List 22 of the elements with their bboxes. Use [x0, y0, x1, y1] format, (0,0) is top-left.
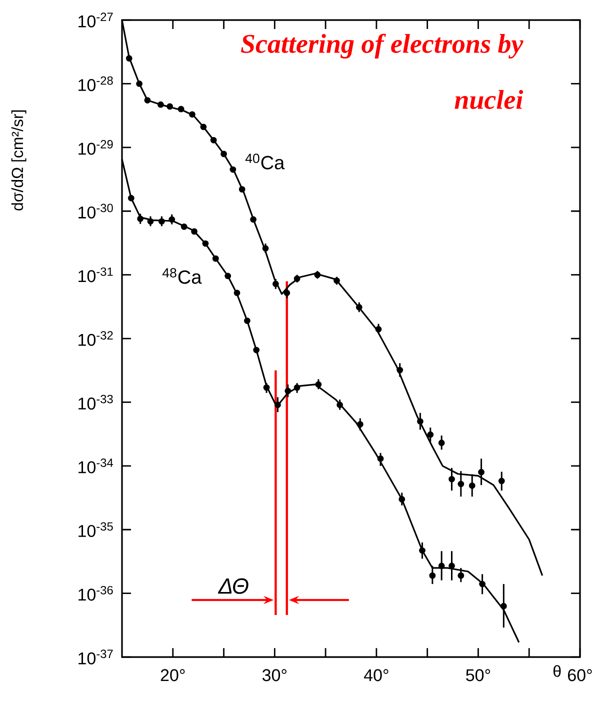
series-label: $^{40}$Ca — [245, 154, 285, 170]
y-tick-label: 10$^{-35}$ — [78, 522, 113, 538]
y-tick-label: 10$^{-30}$ — [78, 204, 113, 219]
y-tick-label: 10$^{-36}$ — [78, 586, 113, 601]
x-tick-label: 60° — [568, 669, 592, 682]
y-tick-label: 10$^{-28}$ — [78, 76, 113, 92]
y-axis-title: dσ/dΩ [cm²/sr] — [11, 110, 26, 210]
x-axis-title: θ — [553, 665, 561, 677]
y-tick-label: 10$^{-31}$ — [78, 267, 113, 282]
annotation: ΔΘ — [218, 578, 248, 594]
y-tick-label: 10$^{-34}$ — [78, 458, 114, 474]
x-tick-label: 50° — [466, 669, 490, 682]
x-tick-label: 40° — [364, 669, 388, 682]
text: Scattering of electrons by nuclei — [240, 34, 524, 110]
legend-label: $^{48}$Ca — [162, 268, 202, 284]
y-tick-label: 10$^{-37}$ — [78, 650, 113, 664]
y-tick-label: 10$^{-33}$ — [78, 394, 113, 410]
y-tick-label: 10$^{-29}$ — [78, 140, 113, 155]
y-tick-label: 10$^{-27}$ — [78, 12, 113, 28]
x-tick-label: 20° — [160, 669, 185, 682]
x-tick-label: 30° — [262, 669, 286, 682]
y-tick-label: 10$^{-32}$ — [78, 331, 113, 346]
